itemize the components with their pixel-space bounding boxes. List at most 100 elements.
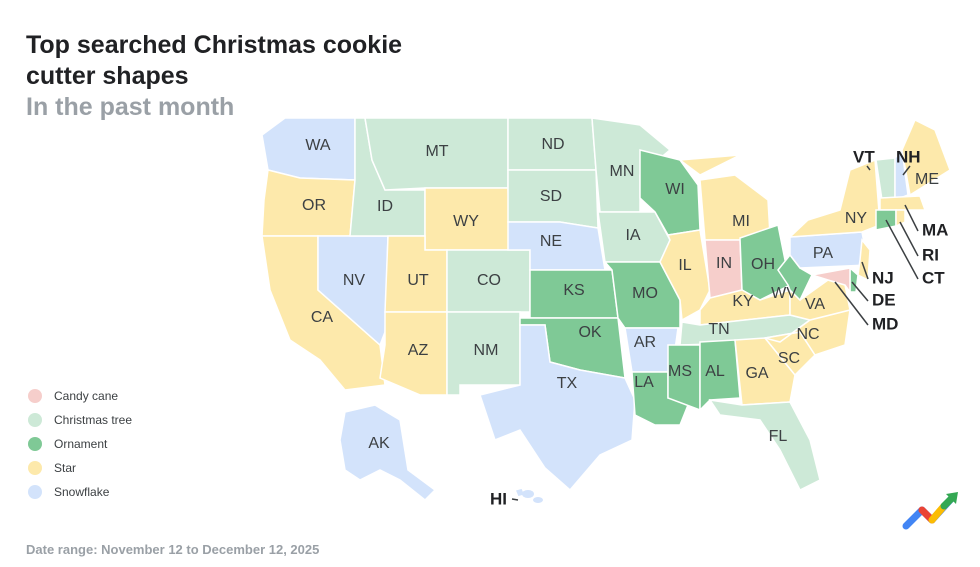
state-label-il: IL — [678, 257, 691, 274]
state-label-la: LA — [634, 374, 654, 391]
state-label-ky: KY — [732, 293, 754, 310]
state-label-az: AZ — [408, 342, 429, 359]
leader-line-ct — [885, 219, 919, 280]
state-label-ak: AK — [368, 435, 390, 452]
state-label-wv: WV — [771, 285, 797, 302]
leader-line-ri — [899, 221, 919, 257]
state-hi[interactable] — [533, 497, 543, 503]
state-label-ks: KS — [563, 282, 584, 299]
state-ak[interactable] — [339, 404, 437, 502]
state-ny[interactable] — [787, 158, 881, 238]
state-label-sc: SC — [778, 350, 800, 367]
legend-swatch — [28, 485, 42, 499]
legend-item-candy: Candy cane — [28, 384, 132, 408]
state-label-nc: NC — [796, 326, 819, 343]
state-label-mt: MT — [425, 143, 448, 160]
state-label-ma: MA — [922, 220, 948, 239]
state-al[interactable] — [699, 339, 741, 412]
state-label-nh: NH — [896, 147, 921, 166]
state-label-ia: IA — [625, 227, 640, 244]
state-nh[interactable] — [894, 148, 909, 202]
state-label-ny: NY — [845, 210, 868, 227]
state-label-mo: MO — [632, 285, 658, 302]
legend: Candy cane Christmas tree Ornament Star Snow… — [28, 384, 132, 504]
state-label-ct: CT — [922, 268, 945, 287]
state-label-hi: HI — [490, 489, 507, 508]
state-label-sd: SD — [540, 188, 562, 205]
state-label-md: MD — [872, 314, 898, 333]
state-label-nj: NJ — [872, 268, 894, 287]
leader-line-nh — [902, 165, 911, 176]
state-label-vt: VT — [853, 147, 875, 166]
state-ms[interactable] — [667, 344, 701, 412]
legend-item-orn: Ornament — [28, 432, 132, 456]
legend-item-star: Star — [28, 456, 132, 480]
state-label-me: ME — [915, 171, 939, 188]
leader-line-vt — [866, 165, 871, 171]
state-nj[interactable] — [857, 238, 871, 282]
state-label-in: IN — [716, 255, 732, 272]
state-label-ri: RI — [922, 245, 939, 264]
state-tx[interactable] — [479, 324, 636, 492]
state-label-or: OR — [302, 197, 326, 214]
state-md[interactable] — [811, 267, 851, 295]
state-label-tx: TX — [557, 375, 578, 392]
state-label-ga: GA — [745, 365, 768, 382]
leader-line-ma — [904, 204, 919, 232]
state-mi[interactable] — [677, 154, 741, 176]
legend-swatch — [28, 389, 42, 403]
state-label-nd: ND — [541, 136, 564, 153]
leader-line-de — [851, 281, 869, 302]
state-ma[interactable] — [879, 195, 927, 211]
google-trends-logo-icon — [902, 492, 958, 530]
date-range: Date range: November 12 to December 12, … — [26, 542, 320, 557]
leader-line-md — [834, 281, 869, 326]
state-label-pa: PA — [813, 245, 833, 262]
state-me[interactable] — [901, 118, 951, 197]
state-hi[interactable] — [522, 490, 534, 498]
legend-label: Ornament — [54, 437, 108, 451]
legend-item-snow: Snowflake — [28, 480, 132, 504]
state-label-mi: MI — [732, 213, 750, 230]
state-vt[interactable] — [875, 157, 896, 201]
state-label-ca: CA — [311, 309, 334, 326]
state-ri[interactable] — [895, 209, 906, 228]
state-ga[interactable] — [734, 337, 796, 406]
state-il[interactable] — [659, 229, 711, 322]
state-label-wa: WA — [305, 137, 331, 154]
state-label-ut: UT — [407, 272, 429, 289]
state-label-ok: OK — [578, 324, 601, 341]
legend-swatch — [28, 437, 42, 451]
legend-label: Christmas tree — [54, 413, 133, 427]
state-label-ar: AR — [634, 334, 656, 351]
state-label-va: VA — [805, 296, 825, 313]
state-nm[interactable] — [446, 311, 521, 396]
leader-line-hi — [511, 498, 519, 501]
state-oh[interactable] — [739, 224, 791, 301]
state-label-al: AL — [705, 363, 725, 380]
legend-swatch — [28, 413, 42, 427]
legend-label: Snowflake — [54, 485, 110, 499]
chart-title: Top searched Christmas cookie cutter sha… — [26, 31, 403, 90]
state-label-fl: FL — [769, 428, 788, 445]
legend-label: Star — [54, 461, 77, 475]
state-label-wy: WY — [453, 213, 479, 230]
state-label-oh: OH — [751, 256, 775, 273]
state-label-mn: MN — [610, 163, 635, 180]
state-label-nv: NV — [343, 272, 366, 289]
chart-subtitle: In the past month — [26, 93, 235, 121]
state-label-de: DE — [872, 290, 896, 309]
state-fl[interactable] — [708, 398, 821, 492]
state-label-wi: WI — [665, 181, 685, 198]
state-label-tn: TN — [708, 321, 729, 338]
state-label-co: CO — [477, 272, 501, 289]
legend-swatch — [28, 461, 42, 475]
state-mi[interactable] — [699, 174, 771, 241]
legend-label: Candy cane — [54, 389, 119, 403]
state-label-ms: MS — [668, 363, 692, 380]
state-label-nm: NM — [474, 342, 499, 359]
leader-line-nj — [861, 261, 869, 280]
state-label-id: ID — [377, 198, 393, 215]
